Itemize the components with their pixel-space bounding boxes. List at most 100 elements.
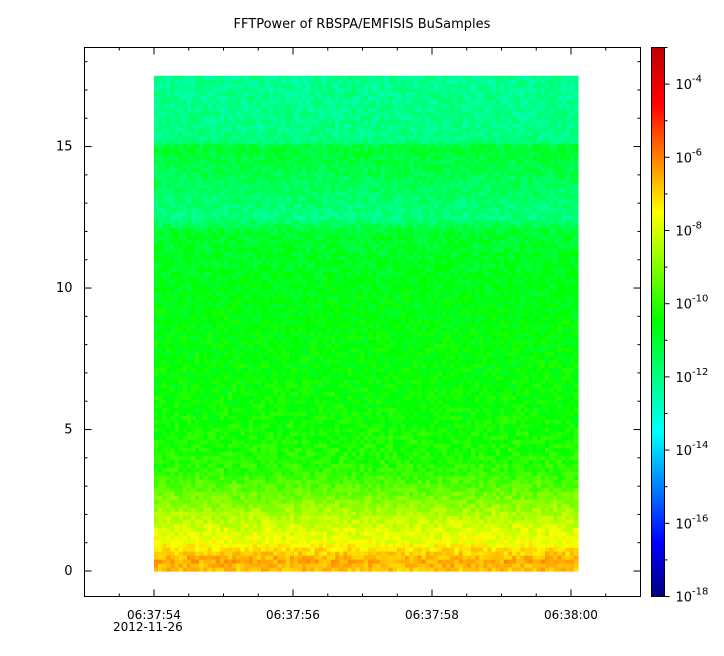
spectrogram-cell [417, 439, 423, 444]
spectrogram-cell [450, 491, 456, 496]
spectrogram-cell [376, 483, 381, 488]
spectrogram-cell [306, 483, 312, 488]
spectrogram-cell [400, 551, 406, 556]
spectrogram-cell [310, 383, 316, 388]
spectrogram-cell [446, 455, 451, 460]
spectrogram-cell [569, 503, 575, 508]
spectrogram-cell [162, 399, 167, 404]
spectrogram-cell [429, 379, 435, 384]
spectrogram-cell [298, 495, 303, 500]
spectrogram-cell [228, 499, 233, 504]
spectrogram-cell [273, 415, 279, 420]
spectrogram-cell [520, 567, 526, 572]
spectrogram-cell [211, 395, 217, 400]
spectrogram-cell [347, 551, 353, 556]
spectrogram-cell [512, 515, 517, 520]
spectrogram-cell [265, 499, 270, 504]
spectrogram-cell [569, 423, 575, 428]
spectrogram-cell [219, 459, 225, 464]
spectrogram-cell [322, 375, 328, 380]
spectrogram-cell [507, 495, 513, 500]
spectrogram-cell [520, 427, 526, 432]
spectrogram-cell [314, 535, 320, 540]
spectrogram-cell [462, 443, 468, 448]
spectrogram-cell [545, 419, 550, 424]
spectrogram-cell [565, 475, 571, 480]
spectrogram-cell [565, 463, 571, 468]
spectrogram-cell [565, 407, 571, 412]
spectrogram-cell [425, 507, 431, 512]
spectrogram-cell [413, 423, 419, 428]
spectrogram-cell [174, 531, 180, 536]
spectrogram-cell [475, 563, 480, 568]
spectrogram-cell [322, 531, 328, 536]
spectrogram-cell [359, 379, 365, 384]
spectrogram-cell [438, 455, 443, 460]
spectrogram-cell [425, 511, 431, 516]
spectrogram-cell [479, 471, 484, 476]
spectrogram-cell [491, 415, 497, 420]
spectrogram-cell [191, 407, 196, 412]
spectrogram-cell [429, 427, 435, 432]
spectrogram-cell [380, 483, 386, 488]
spectrogram-cell [491, 483, 497, 488]
spectrogram-cell [392, 555, 398, 560]
spectrogram-cell [557, 403, 563, 408]
spectrogram-cell [158, 399, 163, 404]
spectrogram-cell [244, 475, 250, 480]
spectrogram-cell [178, 555, 184, 560]
spectrogram-cell [351, 547, 357, 552]
spectrogram-cell [507, 463, 513, 468]
spectrogram-cell [170, 399, 176, 404]
spectrogram-cell [495, 427, 501, 432]
spectrogram-cell [483, 399, 488, 404]
spectrogram-cell [335, 379, 340, 384]
spectrogram-cell [326, 475, 332, 480]
spectrogram-cell [351, 415, 357, 420]
spectrogram-cell [421, 471, 427, 476]
spectrogram-cell [261, 411, 266, 416]
spectrogram-cell [450, 411, 456, 416]
spectrogram-cell [380, 559, 386, 564]
spectrogram-cell [512, 471, 517, 476]
spectrogram-cell [450, 459, 456, 464]
spectrogram-cell [479, 411, 484, 416]
spectrogram-cell [400, 511, 406, 516]
spectrogram-cell [458, 491, 464, 496]
spectrogram-cell [355, 435, 361, 440]
spectrogram-cell [281, 479, 287, 484]
spectrogram-cell [384, 531, 390, 536]
spectrogram-cell [446, 487, 451, 492]
spectrogram-cell [532, 435, 538, 440]
spectrogram-cell [330, 471, 336, 476]
spectrogram-cell [351, 555, 357, 560]
spectrogram-cell [561, 431, 567, 436]
spectrogram-cell [182, 491, 188, 496]
spectrogram-cell [405, 519, 410, 524]
spectrogram-cell [540, 519, 546, 524]
spectrogram-cell [269, 543, 274, 548]
spectrogram-cell [302, 555, 307, 560]
spectrogram-cell [549, 439, 554, 444]
spectrogram-cell [405, 515, 410, 520]
spectrogram-cell [314, 539, 320, 544]
spectrogram-cell [528, 387, 534, 392]
spectrogram-cell [458, 531, 464, 536]
spectrogram-cell [376, 403, 381, 408]
spectrogram-cell [326, 511, 332, 516]
spectrogram-cell [269, 535, 274, 540]
spectrogram-cell [479, 567, 484, 572]
spectrogram-cell [503, 447, 509, 452]
spectrogram-cell [545, 495, 550, 500]
spectrogram-cell [470, 451, 476, 456]
spectrogram-cell [355, 567, 361, 572]
spectrogram-cell [244, 383, 250, 388]
spectrogram-cell [520, 507, 526, 512]
spectrogram-cell [462, 527, 468, 532]
spectrogram-cell [429, 403, 435, 408]
spectrogram-cell [479, 415, 484, 420]
spectrogram-cell [499, 399, 505, 404]
spectrogram-cell [475, 407, 480, 412]
spectrogram-cell [240, 447, 246, 452]
spectrogram-cell [450, 563, 456, 568]
